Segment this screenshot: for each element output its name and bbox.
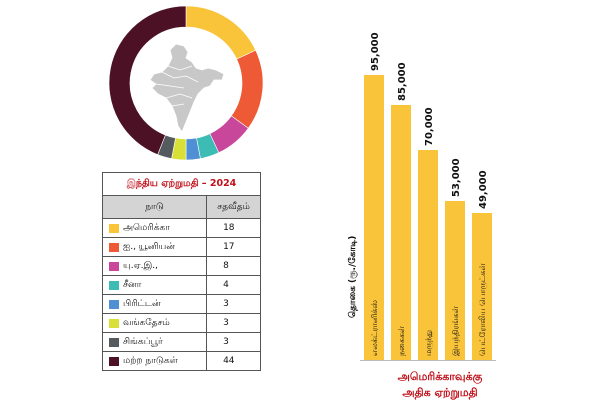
bar-category-label: இயந்திரங்கள் <box>451 305 461 356</box>
percent-value: 8 <box>206 256 261 276</box>
donut-slice <box>108 5 187 155</box>
bar-value-label: 49,000 <box>478 170 489 209</box>
percent-value: 18 <box>206 218 261 238</box>
country-name: யு.ஏ.இ., <box>101 256 208 276</box>
table-row: அமெரிக்கா 18 <box>101 218 261 238</box>
percent-value: 17 <box>206 237 261 257</box>
table-title-row: இந்திய ஏற்றுமதி – 2024 <box>102 172 261 196</box>
legend-swatch <box>109 357 119 366</box>
bar-value-label: 85,000 <box>397 62 408 101</box>
country-label: சீனா <box>123 279 142 290</box>
legend-swatch <box>109 224 119 233</box>
country-label: அமெரிக்கா <box>123 222 170 233</box>
y-axis-label: தொகை (ரூ./கோடி) <box>347 236 358 318</box>
table-row: வங்கதேசம் 3 <box>101 313 261 333</box>
country-label: வங்கதேசம் <box>123 317 170 328</box>
country-name: சிங்கப்பூர் <box>101 332 208 352</box>
bar-category-label: பெட்ரோலிய பொருட்கள் <box>478 263 488 356</box>
bar-category-label: எலக்ட்ரானிக்ஸ் <box>370 300 379 356</box>
bar <box>418 150 438 360</box>
donut-slice <box>230 49 264 129</box>
percent-value: 4 <box>206 275 261 295</box>
percent-value: 3 <box>206 294 261 314</box>
percent-value: 3 <box>206 313 261 333</box>
bar <box>364 75 384 360</box>
bar-chart-caption-line-1: அமெரிக்காவுக்கு <box>397 370 483 383</box>
legend-swatch <box>109 243 119 252</box>
table-body: அமெரிக்கா 18 ஐ., யூனியன் 17 யு.ஏ.இ., 8 சீனா 4 பி… <box>101 218 261 371</box>
table-row: ஐ., யூனியன் 17 <box>101 237 261 257</box>
table-row: சீனா 4 <box>101 275 261 295</box>
top-exports-bar-chart: தொகை (ரூ./கோடி) 95,000 எலக்ட்ரானிக்ஸ் 85,00… <box>347 32 496 361</box>
table-row: மற்ற நாடுகள் 44 <box>101 351 261 371</box>
column-header-country: நாடு <box>101 195 208 219</box>
legend-swatch <box>109 281 119 290</box>
legend-swatch <box>109 319 119 328</box>
bar-category-label: மருந்து <box>424 330 434 356</box>
india-map-icon <box>149 43 225 133</box>
country-name: சீனா <box>101 275 208 295</box>
legend-swatch <box>109 262 119 271</box>
country-name: பிரிட்டன் <box>101 294 208 314</box>
bar-value-label: 95,000 <box>370 32 381 71</box>
bar-value-label: 53,000 <box>451 158 462 197</box>
bar <box>472 213 492 360</box>
percent-value: 44 <box>206 351 261 371</box>
country-name: வங்கதேசம் <box>101 313 208 333</box>
table-row: சிங்கப்பூர் 3 <box>101 332 261 352</box>
table-header-row: நாடு சதவீதம் <box>101 195 261 219</box>
bar <box>391 105 411 360</box>
bar <box>445 201 465 360</box>
country-name: மற்ற நாடுகள் <box>101 351 208 371</box>
country-label: சிங்கப்பூர் <box>123 336 163 347</box>
table-row: யு.ஏ.இ., 8 <box>101 256 261 276</box>
export-share-donut-chart <box>108 5 264 161</box>
bar-chart-caption-line-2: அதிக ஏற்றுமதி <box>402 386 478 399</box>
table-title: இந்திய ஏற்றுமதி – 2024 <box>102 172 261 196</box>
column-header-percent: சதவீதம் <box>206 195 261 219</box>
country-label: மற்ற நாடுகள் <box>123 355 178 366</box>
country-name: அமெரிக்கா <box>101 218 208 238</box>
percent-value: 3 <box>206 332 261 352</box>
bar-category-label: நகைகள் <box>397 325 406 356</box>
country-label: ஐ., யூனியன் <box>123 241 175 252</box>
table-row: பிரிட்டன் 3 <box>101 294 261 314</box>
export-share-table: இந்திய ஏற்றுமதி – 2024 நாடு சதவீதம் அமெர… <box>101 172 261 371</box>
country-name: ஐ., யூனியன் <box>101 237 208 257</box>
country-label: பிரிட்டன் <box>123 298 161 309</box>
country-label: யு.ஏ.இ., <box>123 260 158 271</box>
legend-swatch <box>109 300 119 309</box>
bar-value-label: 70,000 <box>424 107 435 146</box>
legend-swatch <box>109 338 119 347</box>
